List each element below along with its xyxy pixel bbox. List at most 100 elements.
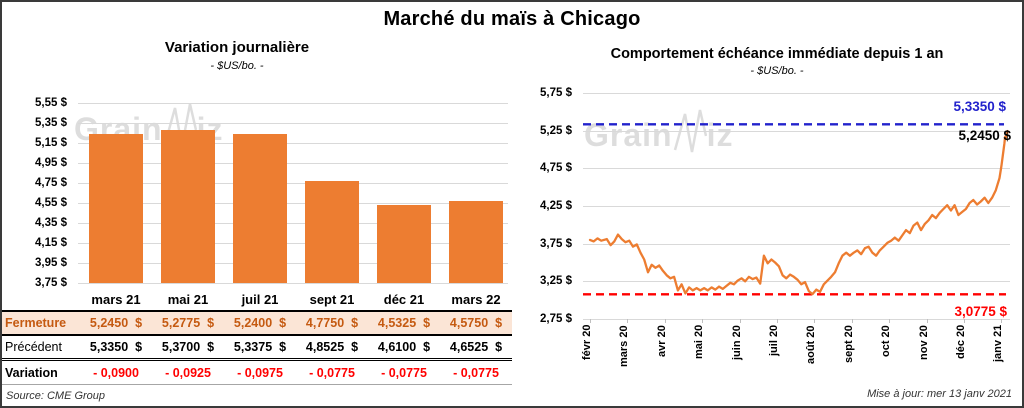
left-y-axis: 5,55 $ 5,35 $ 5,15 $ 4,95 $ 4,75 $ 4,55 $ 4,35… <box>2 97 74 289</box>
month-header: mai 21 <box>167 292 209 307</box>
x-tick-mark <box>1001 319 1003 323</box>
gridline <box>78 223 508 224</box>
gridline <box>78 123 508 124</box>
y-tick-label: 4,15 $ <box>35 237 67 249</box>
x-tick-label: sept 20 <box>842 325 855 363</box>
table-cell: 5,2775 $ <box>161 316 215 330</box>
table-header-row: mars 21 mai 21 juil 21 sept 21 déc 21 mars 22 <box>2 289 512 312</box>
left-chart-subtitle: - $US/bo. - <box>210 60 264 72</box>
y-tick-label: 4,75 $ <box>35 177 67 189</box>
price-line-svg <box>583 123 1009 296</box>
row-label <box>2 289 80 310</box>
table-cell: - 0,0925 <box>165 365 211 380</box>
gridline <box>78 143 508 144</box>
gridline <box>78 163 508 164</box>
x-tick-mark <box>664 319 666 323</box>
x-tick-mark <box>926 319 928 323</box>
bar <box>233 134 287 283</box>
gridline <box>583 93 1010 94</box>
update-note: Mise à jour: mer 13 janv 2021 <box>867 388 1012 400</box>
y-tick-label: 5,75 $ <box>540 87 572 99</box>
bar <box>377 204 431 283</box>
chart-zigzag-icon <box>673 108 707 162</box>
gridline <box>78 103 508 104</box>
x-tick-label: août 20 <box>805 325 818 364</box>
x-tick-mark <box>777 319 778 323</box>
last-value-label: 5,2450 $ <box>958 128 1011 143</box>
futures-table: mars 21 mai 21 juil 21 sept 21 déc 21 mars 22… <box>2 289 512 385</box>
month-header: mars 22 <box>451 292 501 307</box>
month-header: sept 21 <box>309 292 355 307</box>
table-cell: 4,5325 $ <box>377 316 431 330</box>
bar <box>305 180 359 283</box>
gridline <box>583 281 1010 283</box>
gridline <box>78 283 508 284</box>
x-tick-label: nov 20 <box>917 325 930 360</box>
bar <box>449 200 503 283</box>
table-cell: 5,3350 $ <box>89 340 143 354</box>
bar <box>161 130 215 283</box>
x-tick-label: déc 20 <box>955 325 967 360</box>
y-tick-label: 3,75 $ <box>35 277 67 289</box>
watermark-text: Grain <box>584 116 673 153</box>
y-tick-label: 5,35 $ <box>35 117 67 129</box>
line-chart-plot: févr 20 mars 20 avr 20 mai 20 juin 20 juil 20… <box>581 93 1010 367</box>
table-cell: - 0,0975 <box>237 365 283 380</box>
y-tick-label: 3,95 $ <box>35 257 67 269</box>
table-cell: - 0,0900 <box>93 365 139 380</box>
x-tick-mark <box>590 319 591 323</box>
min-value-label: 3,0775 $ <box>954 304 1007 319</box>
max-value-label: 5,3350 $ <box>953 99 1006 114</box>
right-y-axis: 5,75 $ 5,25 $ 4,75 $ 4,25 $ 3,75 $ 3,25 $ 2,75… <box>506 87 579 325</box>
x-tick-mark <box>889 319 891 323</box>
row-label: Variation <box>5 365 58 380</box>
x-tick-label: oct 20 <box>880 325 893 357</box>
bar-chart-plot <box>78 103 508 284</box>
x-tick-mark <box>851 319 853 323</box>
table-cell: - 0,0775 <box>309 365 355 380</box>
row-label: Fermeture <box>5 316 67 330</box>
gridline <box>78 203 508 204</box>
bar <box>89 133 143 283</box>
table-cell: 4,6525 $ <box>449 340 503 354</box>
grainwiz-watermark: Grain iz <box>584 108 733 162</box>
x-tick-mark <box>702 319 704 323</box>
table-cell: 4,6100 $ <box>377 340 431 354</box>
table-cell: - 0,0775 <box>381 365 427 380</box>
source-note: Source: CME Group <box>6 390 106 402</box>
y-tick-label: 2,75 $ <box>540 313 572 325</box>
table-cell: 4,8525 $ <box>305 340 359 354</box>
right-chart-title: Comportement échéance immédiate depuis 1… <box>610 46 944 62</box>
gridline <box>583 243 1010 245</box>
gridline <box>583 130 1010 132</box>
table-cell: 4,7750 $ <box>305 316 359 330</box>
y-tick-label: 5,25 $ <box>540 124 572 137</box>
table-cell: 5,2450 $ <box>89 316 143 330</box>
page-title: Marché du maïs à Chicago <box>383 8 641 30</box>
table-cell: 5,3375 $ <box>233 340 287 354</box>
table-row: Fermeture 5,2450 $ 5,2775 $ 5,2400 $ 4,7750 … <box>2 312 512 336</box>
x-tick-label: juin 20 <box>730 325 743 360</box>
y-tick-label: 5,55 $ <box>35 97 67 109</box>
price-line <box>588 129 1009 296</box>
row-label: Précédent <box>5 340 62 354</box>
table-row: Variation - 0,0900 - 0,0925 - 0,0975 - 0,077… <box>2 361 512 385</box>
right-chart-subtitle: - $US/bo. - <box>750 65 804 77</box>
x-tick-label: févr 20 <box>581 325 593 361</box>
month-header: mars 21 <box>91 292 141 307</box>
table-cell: 5,2400 $ <box>233 316 287 330</box>
y-tick-label: 4,35 $ <box>35 217 67 229</box>
x-tick-label: mars 20 <box>618 325 631 367</box>
x-tick-label: janv 21 <box>992 325 1005 363</box>
y-tick-label: 4,25 $ <box>540 200 572 212</box>
x-tick-mark <box>627 319 629 323</box>
y-tick-label: 4,75 $ <box>540 162 572 175</box>
x-tick-mark <box>739 319 741 323</box>
gridline <box>78 183 508 184</box>
y-tick-label: 3,25 $ <box>540 275 572 288</box>
gridline <box>583 168 1010 170</box>
table-row: Précédent 5,3350 $ 5,3700 $ 5,3375 $ 4,8525 … <box>2 336 512 361</box>
y-tick-label: 5,15 $ <box>35 137 67 149</box>
x-tick-label: avr 20 <box>655 325 668 357</box>
